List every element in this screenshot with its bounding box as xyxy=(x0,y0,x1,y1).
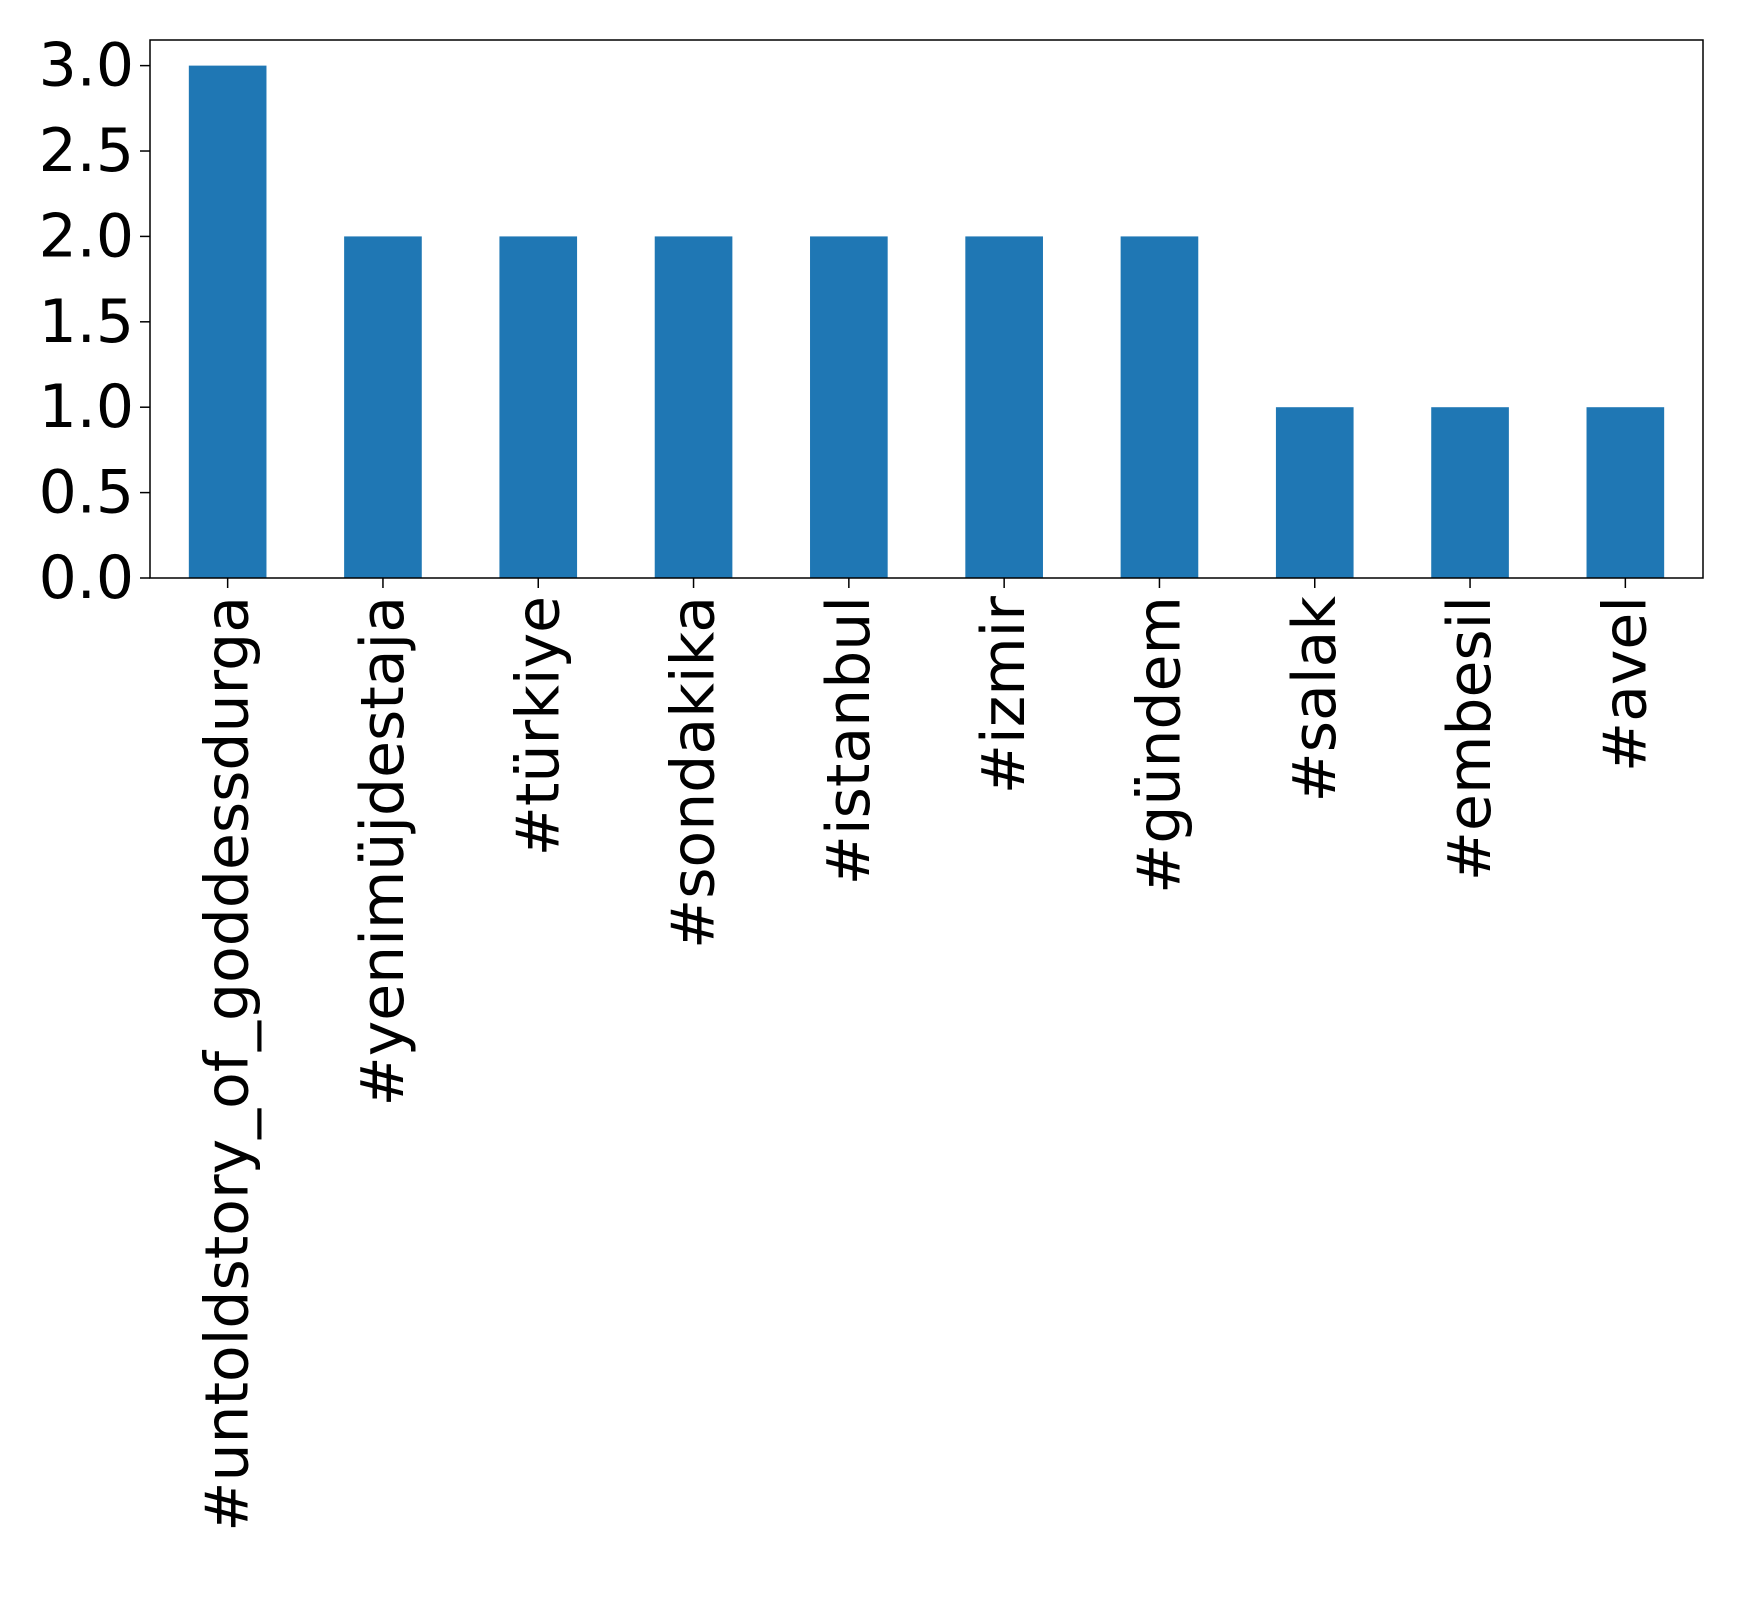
y-tick-label-4: 2.0 xyxy=(39,201,134,271)
y-tick-label-6: 3.0 xyxy=(39,31,134,101)
x-tick-label-3: #sondakika xyxy=(659,596,729,949)
x-axis: #untoldstory_of_goddessdurga #yenimüjdest… xyxy=(193,578,1660,1532)
x-tick-label-4: #istanbul xyxy=(814,596,884,885)
bar-8 xyxy=(1431,407,1509,578)
x-tick-label-5: #izmir xyxy=(969,596,1039,795)
bar-5 xyxy=(965,236,1043,578)
bar-9 xyxy=(1586,407,1665,578)
y-tick-label-1: 0.5 xyxy=(39,458,134,528)
plot-frame xyxy=(149,39,1704,579)
bar-4 xyxy=(810,236,888,578)
bar-7 xyxy=(1275,407,1354,578)
x-tick-label-9: #avel xyxy=(1590,596,1660,772)
bar-1 xyxy=(344,236,422,578)
x-tick-label-2: #türkiye xyxy=(503,596,573,856)
y-tick-label-0: 0.0 xyxy=(39,543,134,613)
bar-2 xyxy=(499,236,578,578)
y-tick-label-3: 1.5 xyxy=(39,287,134,357)
bars-group xyxy=(188,65,1665,579)
x-tick-label-0: #untoldstory_of_goddessdurga xyxy=(193,596,263,1532)
x-tick-label-1: #yenimüjdestaja xyxy=(348,596,418,1107)
y-tick-label-5: 2.5 xyxy=(39,116,134,186)
bar-6 xyxy=(1120,236,1199,578)
bar-0 xyxy=(188,65,267,579)
bar-3 xyxy=(654,236,733,578)
x-tick-label-7: #salak xyxy=(1280,596,1350,803)
x-tick-label-8: #embesil xyxy=(1435,596,1505,881)
y-tick-label-2: 1.0 xyxy=(39,372,134,442)
y-axis: 0.0 0.5 1.0 1.5 2.0 2.5 3.0 xyxy=(39,31,150,613)
x-tick-label-6: #gündem xyxy=(1124,596,1194,894)
